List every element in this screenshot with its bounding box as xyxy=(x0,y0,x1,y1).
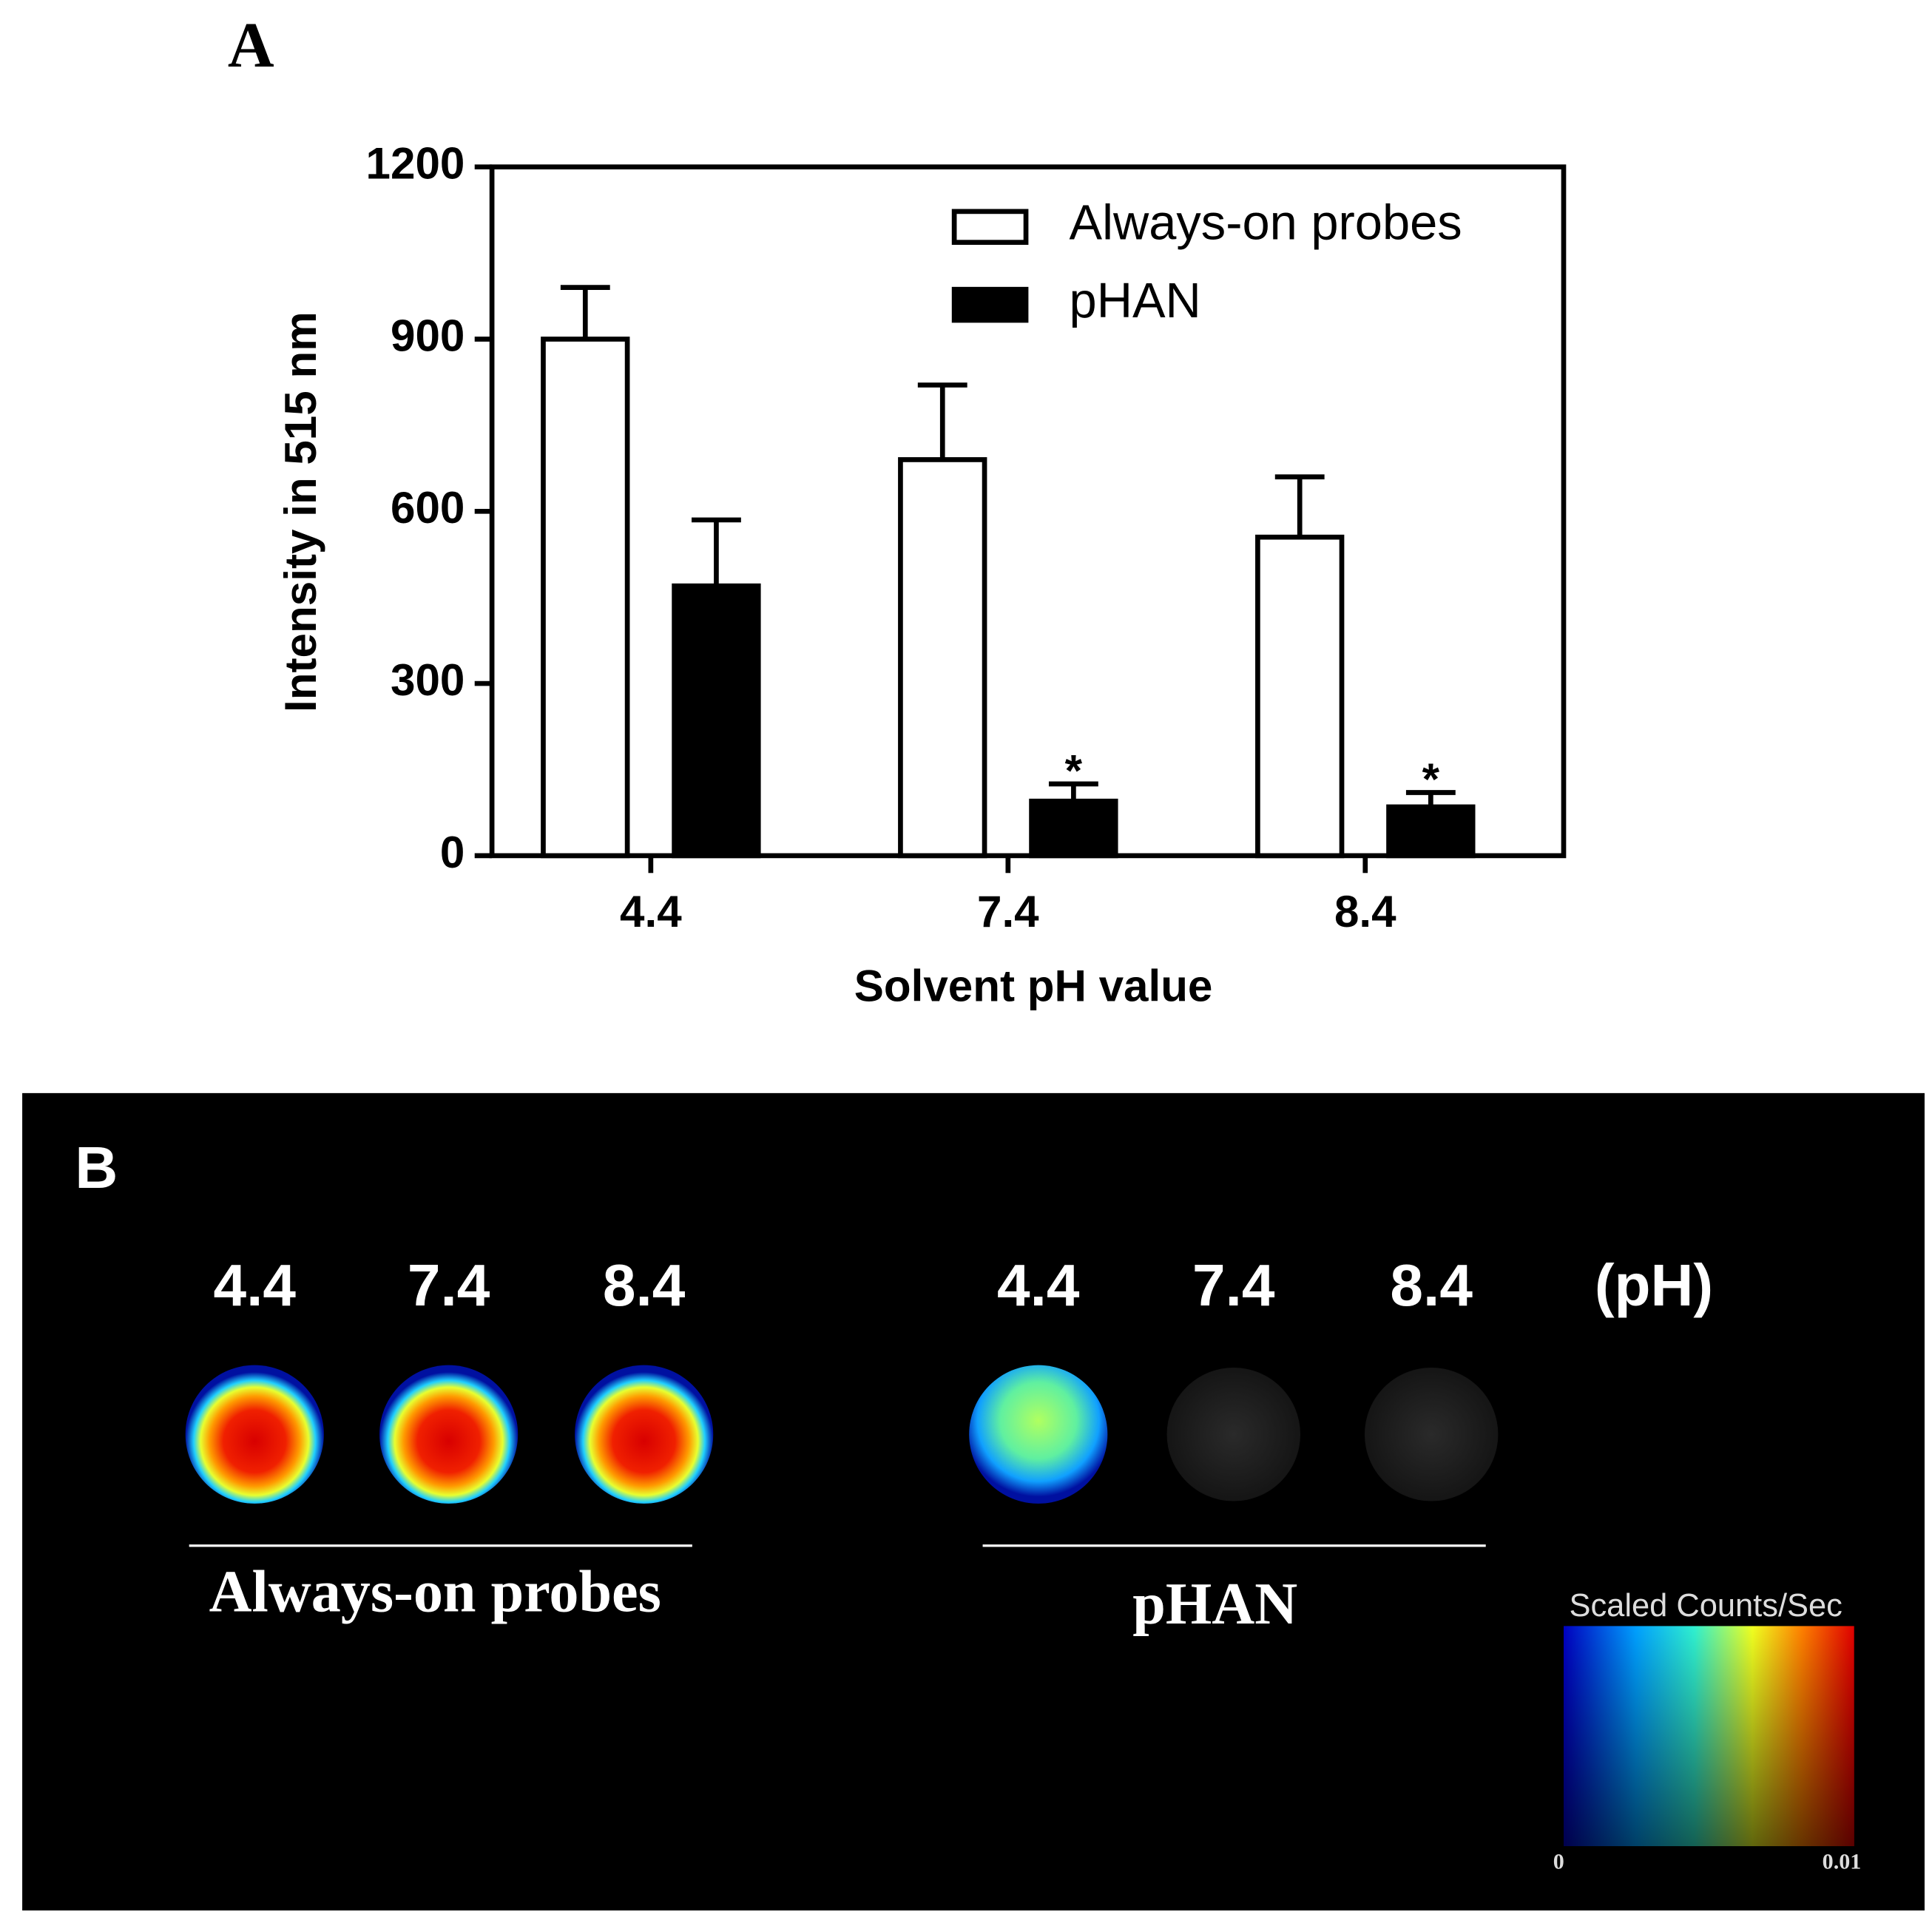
y-tick-label: 1200 xyxy=(366,139,465,189)
ph-label: 4.4 xyxy=(997,1252,1080,1319)
x-tick-label: 8.4 xyxy=(1334,887,1396,936)
y-tick-label: 600 xyxy=(391,483,465,533)
well xyxy=(1364,1368,1499,1501)
ph-label: 7.4 xyxy=(408,1252,490,1319)
well xyxy=(1166,1368,1301,1501)
bar xyxy=(1255,534,1345,859)
annotation: * xyxy=(1422,754,1440,804)
legend-label: Always-on probes xyxy=(1070,195,1462,251)
bar xyxy=(1386,804,1476,859)
legend-label: pHAN xyxy=(1070,273,1201,328)
colorbar-title: Scaled Counts/Sec xyxy=(1569,1588,1842,1624)
legend-swatch xyxy=(951,286,1029,323)
bar xyxy=(541,337,630,859)
x-axis-label: Solvent pH value xyxy=(854,961,1213,1010)
x-tick-label: 4.4 xyxy=(620,887,682,936)
group-label: Always-on probes xyxy=(209,1559,661,1624)
group-label: pHAN xyxy=(1132,1572,1297,1637)
y-tick-label: 900 xyxy=(391,311,465,360)
legend-swatch xyxy=(951,209,1029,246)
bar xyxy=(1029,798,1118,859)
panel-label: B xyxy=(75,1135,118,1201)
ph-label: 4.4 xyxy=(214,1252,297,1319)
y-axis-label: Intensity in 515 nm xyxy=(276,311,325,712)
x-tick-label: 7.4 xyxy=(977,887,1039,936)
annotation: * xyxy=(1065,746,1083,795)
ph-label: 8.4 xyxy=(1390,1252,1473,1319)
colorbar-max: 0.01 xyxy=(1823,1848,1862,1874)
bar xyxy=(898,457,987,859)
well xyxy=(185,1365,324,1504)
y-tick-label: 300 xyxy=(391,655,465,705)
ph-label: 8.4 xyxy=(603,1252,686,1319)
y-tick-label: 0 xyxy=(440,828,465,877)
plot-frame xyxy=(489,164,1567,859)
well xyxy=(969,1365,1108,1504)
ph-label: 7.4 xyxy=(1192,1252,1275,1319)
well xyxy=(379,1365,519,1504)
panel-label: A xyxy=(228,10,274,81)
colorbar-min: 0 xyxy=(1553,1848,1564,1874)
colorbar-shade xyxy=(1563,1626,1854,1846)
unit-label: (pH) xyxy=(1595,1252,1713,1319)
well xyxy=(575,1365,714,1504)
bar xyxy=(672,583,761,859)
